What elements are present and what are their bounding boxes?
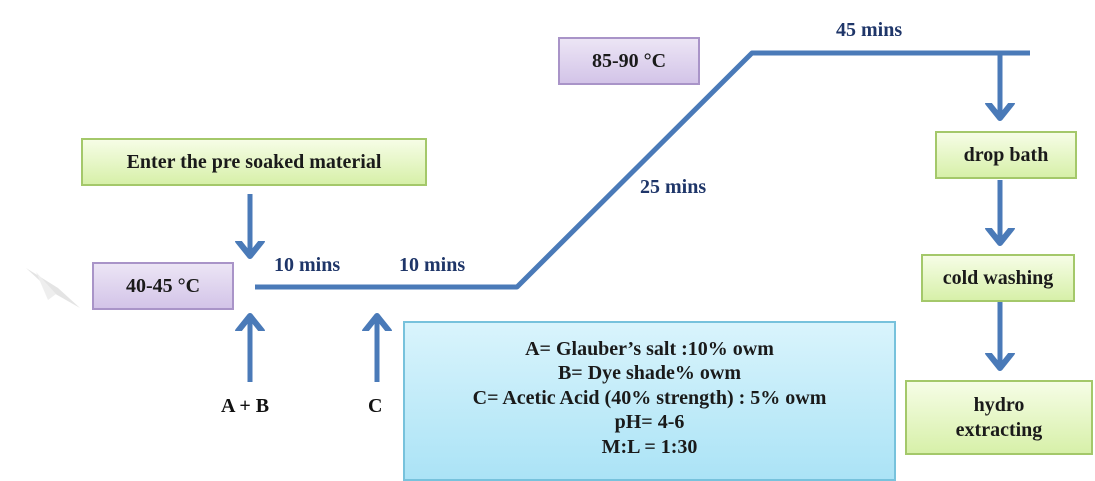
legend-line-a: A= Glauber’s salt :10% owm [525,338,774,360]
cold-washing-text: cold washing [942,266,1054,289]
time-label-1: 10 mins [274,254,341,276]
enter-material-box: Enter the pre soaked material [81,138,427,186]
legend-line-b: B= Dye shade% owm [557,362,742,385]
high-temp-text: 85-90 °C [591,49,667,72]
cold-washing-box: cold washing [921,254,1075,302]
hydro-extracting-box: hydro extracting [905,380,1093,455]
high-temp-box: 85-90 °C [558,37,700,85]
temperature-profile-line [255,50,1030,290]
addition-ab-label: A + B [221,395,270,417]
legend-line-ml: M:L = 1:30 [601,435,698,458]
time-label-3: 25 mins [640,176,707,198]
enter-material-text: Enter the pre soaked material [126,150,382,173]
low-temp-text: 40-45 °C [125,274,201,297]
drop-bath-text: drop bath [963,143,1049,166]
time-label-2: 10 mins [399,254,466,276]
hydro-extracting-text: hydro extracting [955,393,1043,441]
time-label-4: 45 mins [836,19,903,41]
legend-box: A= Glauber’s salt :10% owm B= Dye shade%… [403,321,896,481]
low-temp-box: 40-45 °C [92,262,234,310]
legend-line-ph: pH= 4-6 [614,411,685,434]
watermark-arrow-icon [26,268,80,308]
legend-line-c: C= Acetic Acid (40% strength) : 5% owm [472,386,827,409]
drop-bath-box: drop bath [935,131,1077,179]
addition-c-label: C [368,395,383,417]
